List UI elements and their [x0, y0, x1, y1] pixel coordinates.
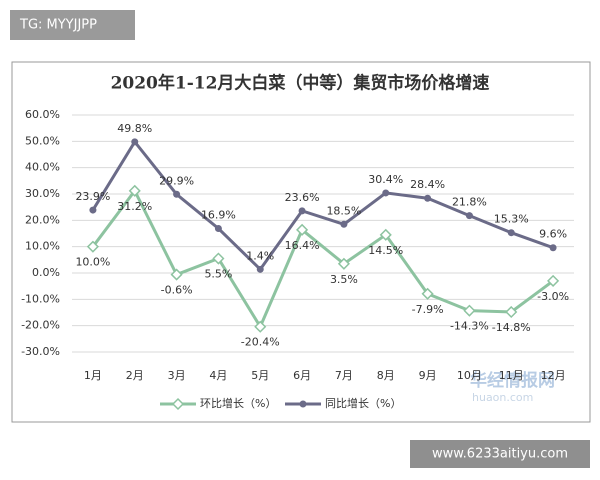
brand-text: 华经情报网 [470, 370, 555, 391]
x-tick-label: 3月 [168, 369, 186, 382]
point [379, 228, 392, 241]
y-tick-label: 50.0% [25, 134, 60, 147]
y-tick-label: 0.0% [32, 266, 60, 279]
point [173, 190, 181, 198]
x-tick-label: 5月 [251, 369, 269, 382]
data-label: 29.9% [159, 174, 194, 187]
x-tick-label: 10月 [457, 369, 482, 382]
point [337, 257, 350, 270]
data-label: -7.9% [412, 303, 444, 316]
point [254, 320, 267, 333]
y-tick-label: 20.0% [25, 213, 60, 226]
point [296, 223, 309, 236]
data-label: 49.8% [117, 122, 152, 135]
data-label: -20.4% [241, 336, 280, 349]
point [424, 194, 432, 202]
x-tick-label: 12月 [541, 369, 566, 382]
point [505, 305, 518, 319]
point [128, 184, 141, 197]
data-label: 14.5% [368, 244, 403, 257]
x-tick-label: 9月 [419, 369, 437, 382]
data-label: 10.0% [75, 256, 110, 269]
data-label: 9.6% [539, 228, 567, 241]
point [214, 224, 222, 232]
point [507, 229, 515, 237]
point [256, 265, 264, 273]
point [549, 244, 557, 252]
data-label: 16.4% [285, 239, 320, 252]
data-label: 1.4% [246, 249, 274, 262]
point [382, 189, 390, 197]
chart-title: 2020年1-12月大白菜（中等）集贸市场价格增速 [111, 73, 490, 94]
point [421, 287, 434, 300]
y-tick-label: 30.0% [25, 187, 60, 200]
x-tick-label: 11月 [499, 369, 524, 382]
data-label: 31.2% [117, 200, 152, 213]
y-tick-label: -10.0% [21, 292, 60, 305]
series-line [91, 187, 554, 330]
chart-frame [11, 61, 591, 423]
y-tick-label: -20.0% [21, 319, 60, 332]
point [131, 138, 139, 146]
tag-text: TG: MYYJJPP [19, 18, 97, 33]
x-tick-label: 6月 [293, 369, 311, 382]
data-label: 30.4% [368, 173, 403, 186]
point [170, 268, 183, 281]
data-label: 5.5% [204, 268, 232, 281]
x-tick-label: 1月 [84, 369, 102, 382]
legend-label: 环比增长（%） [200, 396, 276, 410]
x-tick-label: 8月 [377, 369, 395, 382]
legend-marker [299, 400, 307, 408]
site-box [410, 440, 590, 468]
data-label: 23.9% [75, 190, 110, 203]
point [465, 212, 473, 220]
data-label: -3.0% [537, 290, 569, 303]
data-label: 23.6% [285, 191, 320, 204]
legend-marker [171, 397, 185, 411]
x-tick-label: 2月 [126, 369, 144, 382]
data-label: -14.8% [492, 321, 531, 334]
data-label: 21.8% [452, 196, 487, 209]
y-tick-label: 10.0% [25, 240, 60, 253]
point [547, 274, 560, 287]
data-label: 18.5% [326, 204, 361, 217]
y-tick-label: 40.0% [25, 161, 60, 174]
x-tick-label: 4月 [209, 369, 227, 382]
site-text: www.6233aitiyu.com [432, 447, 568, 462]
data-label: -0.6% [161, 284, 193, 297]
point [86, 240, 99, 253]
point [463, 304, 476, 317]
brand-url: huaon.com [472, 391, 533, 404]
x-tick-label: 7月 [335, 369, 353, 382]
point [298, 207, 306, 215]
tag-box [10, 10, 135, 40]
point [89, 206, 97, 214]
legend-label: 同比增长（%） [325, 396, 401, 410]
data-label: 28.4% [410, 178, 445, 191]
series-line [91, 139, 554, 272]
y-tick-label: -30.0% [21, 345, 60, 358]
data-label: -14.3% [450, 320, 489, 333]
y-tick-label: 60.0% [25, 108, 60, 121]
point [340, 220, 348, 228]
data-label: 15.3% [494, 213, 529, 226]
data-label: 16.9% [201, 208, 236, 221]
point [212, 252, 225, 265]
data-label: 3.5% [330, 273, 358, 286]
